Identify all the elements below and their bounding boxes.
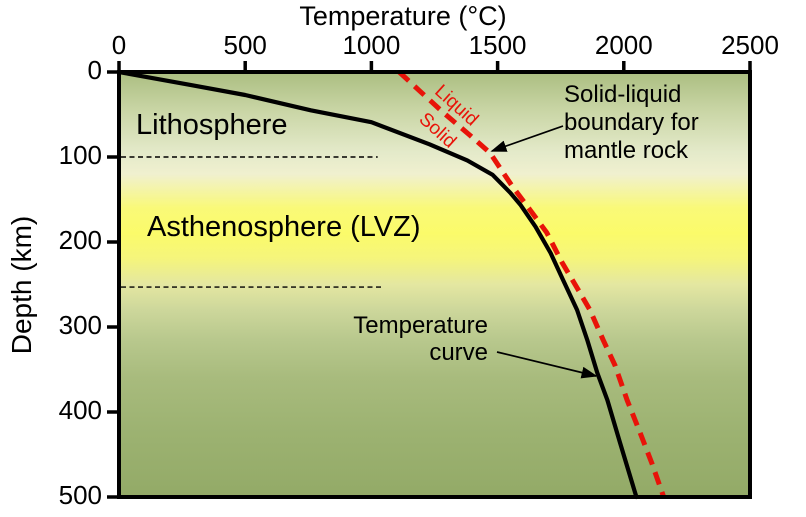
x-axis-title: Temperature (°C): [299, 1, 507, 31]
x-tick-label: 500: [223, 30, 267, 60]
solid-liquid-boundary-annotation: Solid-liquid boundary for mantle rock: [564, 81, 699, 165]
annotation-line: curve: [429, 339, 488, 366]
x-tick-label: 1000: [342, 30, 401, 60]
y-tick-label: 100: [58, 140, 102, 170]
annotation-line: boundary for: [564, 109, 699, 136]
boundary-annotation-arrow: [490, 125, 564, 152]
x-tick-label: 0: [111, 30, 127, 60]
annotation-line: Temperature: [353, 312, 488, 339]
solidus-boundary-curve: [397, 70, 667, 498]
y-tick-label: 400: [58, 395, 102, 425]
y-tick-label: 0: [87, 55, 102, 85]
temperature-curve-annotation: Temperature curve: [328, 312, 488, 366]
x-tick-label: 2500: [721, 30, 779, 60]
x-tick-label: 1500: [468, 30, 527, 60]
y-tick-label: 300: [58, 310, 102, 340]
x-tick-label: 2000: [594, 30, 653, 60]
plot-border: [117, 70, 752, 499]
lithosphere-label: Lithosphere: [136, 109, 288, 141]
annotation-line: Solid-liquid: [564, 81, 682, 108]
curve-annotation-arrow: [496, 351, 598, 379]
y-tick-label: 500: [58, 480, 102, 510]
asthenosphere-label: Asthenosphere (LVZ): [147, 211, 421, 243]
depth-reference-lines: [121, 156, 383, 288]
annotation-line: mantle rock: [564, 137, 689, 164]
plot-background-gradient: [119, 72, 750, 497]
y-tick-label: 200: [58, 225, 102, 255]
y-axis-title: Depth (km): [6, 215, 37, 355]
